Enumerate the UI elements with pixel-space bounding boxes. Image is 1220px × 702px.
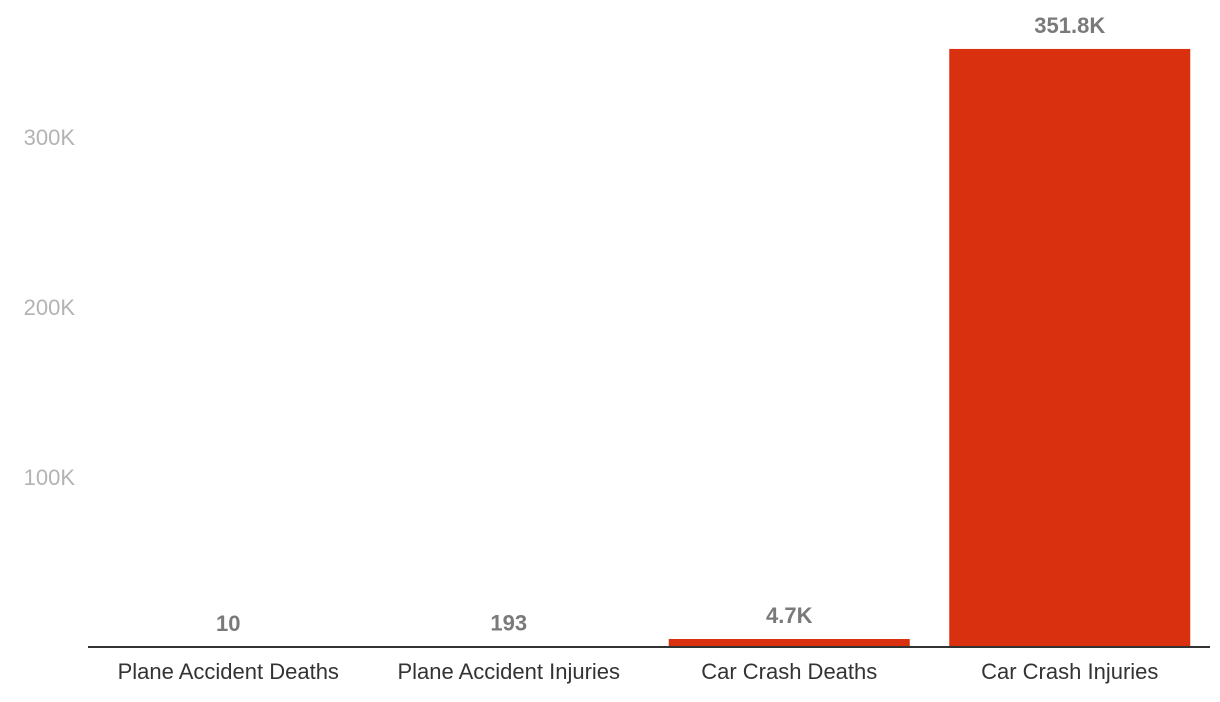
x-tick-label-car-crash-injuries: Car Crash Injuries <box>981 659 1158 684</box>
bar-car-crash-deaths <box>668 639 910 647</box>
value-label-car-crash-injuries: 351.8K <box>1034 13 1105 38</box>
x-tick-label-car-crash-deaths: Car Crash Deaths <box>701 659 877 684</box>
y-axis-tick-labels: 100K 200K 300K <box>24 125 76 490</box>
value-label-car-crash-deaths: 4.7K <box>766 603 813 628</box>
value-label-plane-accident-injuries: 193 <box>490 611 527 636</box>
value-label-plane-accident-deaths: 10 <box>216 611 240 636</box>
bar-value-labels: 10 193 4.7K 351.8K <box>216 13 1105 636</box>
bar-car-crash-injuries <box>949 48 1191 647</box>
y-tick-label-300k: 300K <box>24 125 76 150</box>
x-tick-label-plane-accident-deaths: Plane Accident Deaths <box>118 659 339 684</box>
x-tick-label-plane-accident-injuries: Plane Accident Injuries <box>397 659 620 684</box>
y-tick-label-200k: 200K <box>24 295 76 320</box>
bars <box>107 48 1191 647</box>
y-tick-label-100k: 100K <box>24 465 76 490</box>
x-axis-category-labels: Plane Accident Deaths Plane Accident Inju… <box>118 659 1159 684</box>
